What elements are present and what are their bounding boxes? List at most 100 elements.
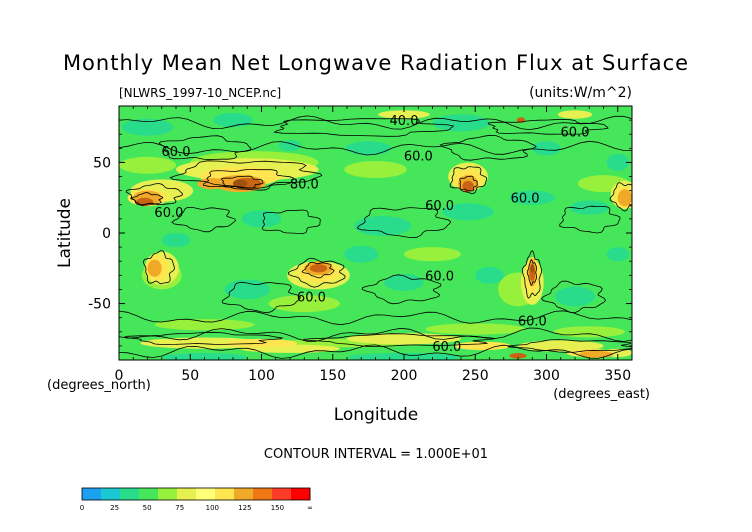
- field-patch: [384, 273, 424, 291]
- x-tick-label: 200: [391, 368, 418, 384]
- colorbar-swatch: [234, 488, 254, 500]
- contour-line: [287, 257, 346, 288]
- field-patch: [606, 247, 630, 262]
- contour-interval-text: CONTOUR INTERVAL = 1.000E+01: [264, 447, 488, 462]
- contour-line: [356, 207, 452, 239]
- colorbar-tick-label: 75: [175, 504, 184, 512]
- heatmap-field: [119, 106, 632, 360]
- y-axis: -50 0 50: [88, 119, 632, 347]
- colorbar-tick-label: 100: [206, 504, 219, 512]
- contour-label: 60.0: [432, 340, 461, 355]
- field-patch: [354, 216, 412, 236]
- field-patch: [509, 190, 556, 205]
- colorbar-tick-label: 125: [238, 504, 251, 512]
- x-axis-unit-label: (degrees_east): [553, 387, 650, 402]
- contour-line: [119, 140, 632, 156]
- contour-line: [540, 280, 606, 314]
- field-patch: [309, 264, 328, 273]
- contour-line: [125, 183, 183, 206]
- field-patch: [147, 259, 162, 277]
- y-axis-label: Latitude: [55, 198, 75, 268]
- field-patch: [121, 118, 174, 136]
- field-patch: [509, 353, 527, 359]
- field-patch: [161, 233, 191, 248]
- contour-line: [158, 135, 252, 161]
- contour-label: 40.0: [390, 114, 419, 129]
- contour-line: [439, 134, 537, 161]
- field-patch: [404, 247, 461, 262]
- contour-line: [171, 207, 237, 233]
- field-patch: [241, 210, 282, 228]
- contour-label: 60.0: [425, 199, 454, 214]
- colorbar-swatch: [158, 488, 178, 500]
- contour-line: [526, 259, 538, 286]
- contour-line: [273, 118, 455, 137]
- field-patch: [345, 141, 392, 156]
- field-patch: [557, 110, 593, 119]
- contour-labels: 40.0 60.0 60.0 60.0 80.0 60.0 60.0 60.0 60.0 60.0…: [154, 114, 589, 355]
- contour-label: 60.0: [511, 192, 540, 207]
- contour-line: [119, 344, 632, 359]
- contour-label: 60.0: [518, 315, 547, 330]
- contour-line: [303, 333, 496, 347]
- y-axis-unit-label: (degrees_north): [47, 378, 151, 393]
- contour-line: [119, 327, 632, 342]
- field-patch: [518, 340, 604, 352]
- field-patch: [530, 264, 535, 273]
- field-patch: [569, 200, 610, 215]
- field-patch: [268, 295, 340, 313]
- field-patch: [432, 114, 490, 132]
- colorbar-swatch: [253, 488, 273, 500]
- x-axis-label: Longitude: [334, 405, 419, 425]
- colorbar-swatch: [215, 488, 235, 500]
- x-tick-label: 50: [181, 368, 199, 384]
- contour-label: 60.0: [297, 291, 326, 306]
- field-patch: [344, 161, 407, 178]
- colorbar-frame: [81, 487, 311, 501]
- x-tick-label: 100: [248, 368, 275, 384]
- x-tick-label: 250: [462, 368, 489, 384]
- contour-line: [521, 250, 542, 299]
- colorbar-swatch: [291, 488, 311, 500]
- colorbar: 0 25 50 75 100 125 150 ∞: [80, 487, 313, 512]
- contour-label: 80.0: [290, 178, 319, 193]
- x-tick-label: 150: [319, 368, 346, 384]
- field-patch: [233, 179, 248, 188]
- contour-label: 60.0: [154, 206, 183, 221]
- field-patch: [555, 286, 595, 307]
- field-patch: [378, 110, 430, 119]
- field-patch: [475, 266, 504, 284]
- colorbar-swatch: [272, 488, 292, 500]
- field-patch: [532, 141, 561, 156]
- contour-line: [261, 209, 321, 235]
- contour-line: [487, 118, 609, 135]
- field-patch: [154, 319, 255, 331]
- field-patch: [453, 341, 511, 351]
- field-patch: [425, 323, 526, 335]
- contour-label: 60.0: [561, 125, 590, 140]
- colorbar-swatch: [196, 488, 216, 500]
- chart-title: Monthly Mean Net Longwave Radiation Flux…: [63, 51, 689, 75]
- field-patch: [617, 189, 632, 207]
- contour-line: [559, 205, 621, 234]
- field-patch: [278, 139, 302, 152]
- colorbar-tick-label: ∞: [307, 504, 313, 512]
- colorbar-swatch: [82, 488, 102, 500]
- y-tick-label: -50: [88, 297, 111, 313]
- field-patch: [553, 326, 625, 338]
- colorbar-tick-label: 0: [80, 504, 84, 512]
- field-patch: [213, 113, 253, 128]
- contour-line: [301, 261, 335, 279]
- colorbar-swatch: [120, 488, 140, 500]
- contour-line: [361, 274, 442, 305]
- contour-label: 60.0: [162, 145, 191, 160]
- field-patch: [344, 245, 379, 263]
- contour-line: [220, 175, 264, 189]
- x-axis: 0 50 100 150 200 250 300 350: [115, 106, 631, 384]
- contour-line: [221, 281, 301, 314]
- y-tick-label: 50: [93, 155, 111, 171]
- colorbar-swatch: [139, 488, 159, 500]
- field-patch: [442, 203, 494, 221]
- contour-line: [449, 166, 488, 195]
